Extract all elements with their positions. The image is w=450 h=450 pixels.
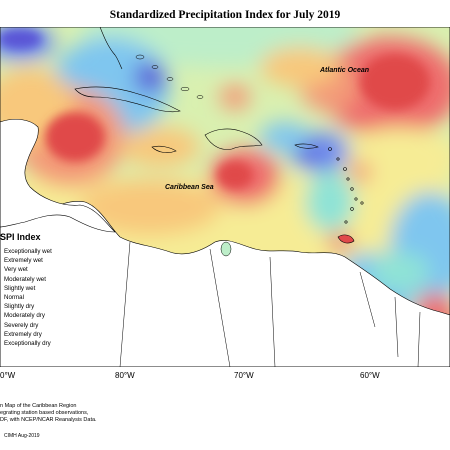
- legend-label: Exceptionally dry: [4, 339, 51, 347]
- label-atlantic-ocean: Atlantic Ocean: [319, 67, 369, 74]
- island-cuba: [74, 86, 181, 113]
- florida-coast: [99, 27, 123, 70]
- legend-label: Normal: [4, 293, 24, 301]
- legend-label: Moderately dry: [4, 312, 45, 320]
- island-jamaica: [151, 145, 177, 153]
- legend-title: SPI Index: [0, 232, 41, 242]
- note-line: egrating station based observations,: [0, 410, 89, 416]
- legend-item: Moderately dry: [4, 311, 52, 320]
- island-puerto-rico: [294, 143, 319, 149]
- map-title: Standardized Precipitation Index for Jul…: [109, 9, 341, 21]
- legend-item: Slightly dry: [4, 302, 52, 311]
- lesser-antilles: [328, 147, 364, 224]
- credit: CIMH Aug-2019: [4, 433, 40, 439]
- legend-item: Moderately wet: [4, 275, 52, 284]
- landmass-south-america: [0, 201, 450, 367]
- note-line: DF, with NCEP/NCAR Reanalysis Data.: [0, 417, 97, 423]
- legend-label: Very wet: [4, 266, 28, 274]
- island-hispaniola: [204, 128, 263, 150]
- lon-tick-80w: 80°W: [115, 371, 135, 380]
- lake-maracaibo: [220, 241, 232, 257]
- landmass-central-america: [0, 118, 116, 233]
- legend-label: Extremely wet: [4, 257, 43, 265]
- lon-tick-60w: 60°W: [360, 371, 380, 380]
- border-lines: [119, 241, 421, 367]
- island-trinidad: [337, 234, 355, 244]
- legend-item: Very wet: [4, 265, 52, 274]
- legend: Exceptionally wet Extremely wet Very wet…: [4, 247, 52, 348]
- legend-label: Extremely dry: [4, 330, 42, 338]
- lon-tick-70w: 70°W: [234, 371, 254, 380]
- legend-item: Normal: [4, 293, 52, 302]
- legend-label: Exceptionally wet: [4, 248, 52, 255]
- label-caribbean-sea: Caribbean Sea: [165, 184, 214, 191]
- legend-item: Slightly wet: [4, 284, 52, 293]
- legend-label: Slightly wet: [4, 284, 36, 292]
- legend-item: Extremely wet: [4, 256, 52, 265]
- lon-tick-partial: 0°W: [0, 371, 16, 380]
- note-line: n Map of the Caribbean Region: [0, 403, 77, 409]
- spi-map: Atlantic Ocean Caribbean Sea: [0, 27, 450, 367]
- legend-item: Exceptionally dry: [4, 339, 52, 348]
- legend-label: Severely dry: [4, 321, 39, 329]
- map-notes: n Map of the Caribbean Region egrating s…: [0, 403, 97, 424]
- legend-label: Moderately wet: [4, 275, 46, 283]
- legend-item: Exceptionally wet: [4, 247, 52, 256]
- bahamas: [135, 54, 204, 99]
- legend-label: Slightly dry: [4, 303, 35, 311]
- legend-item: Severely dry: [4, 321, 52, 330]
- legend-item: Extremely dry: [4, 330, 52, 339]
